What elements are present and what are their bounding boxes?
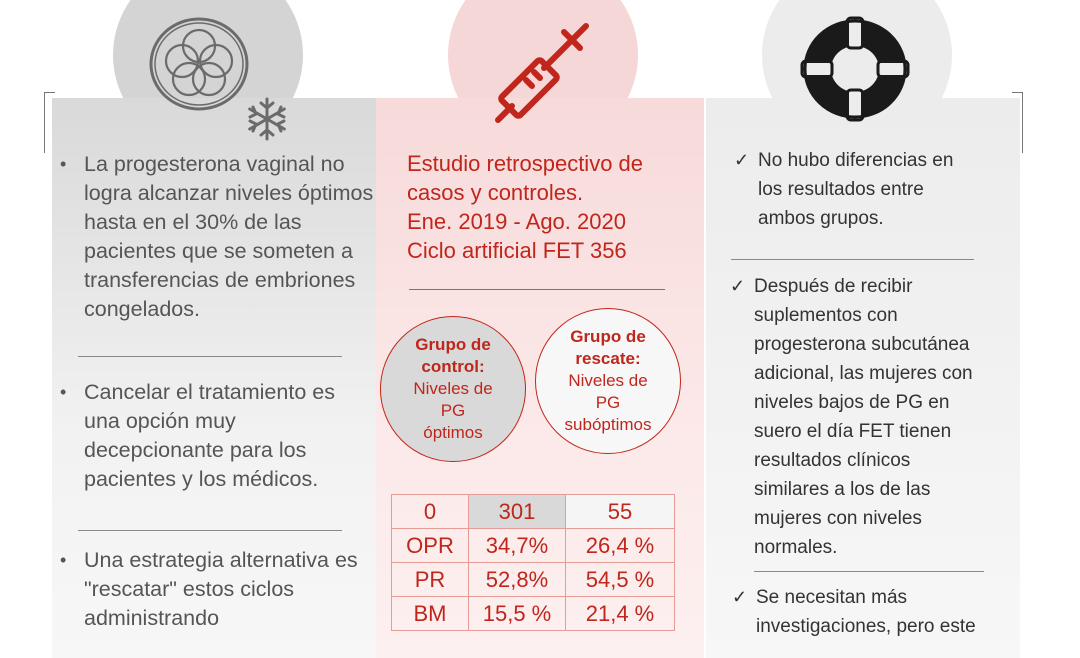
- rescue-title-1: Grupo de: [570, 327, 646, 346]
- table-row: BM 15,5 % 21,4 %: [391, 596, 675, 631]
- item-line: suero el día FET tienen: [754, 421, 952, 442]
- item-line: ambos grupos.: [758, 208, 884, 229]
- study-line-3: Ene. 2019 - Ago. 2020: [407, 209, 626, 234]
- left-bullet-1: • La progesterona vaginal no logra alcan…: [60, 150, 373, 330]
- right-panel: [706, 98, 1020, 658]
- results-table: 0 301 55 OPR 34,7% 26,4 % PR 52,8% 54,5 …: [391, 494, 675, 631]
- bullet-dot: •: [60, 550, 67, 570]
- item-line: niveles bajos de PG en: [754, 392, 950, 413]
- left-divider-1: [78, 356, 342, 357]
- control-desc-2: PG: [440, 401, 466, 420]
- syringe-icon: [492, 20, 592, 126]
- rescue-desc-3: subóptimos: [564, 415, 652, 434]
- table-cell: PR: [391, 562, 469, 597]
- bullet-text: Una estrategia alternativa es "rescatar"…: [84, 548, 358, 630]
- control-title-1: Grupo de: [415, 335, 491, 354]
- item-line: Se necesitan más: [756, 587, 908, 608]
- table-cell: 15,5 %: [468, 596, 566, 631]
- table-cell: OPR: [391, 528, 469, 563]
- right-item-3: ✓ Se necesitan más investigaciones, pero…: [732, 583, 1012, 642]
- control-desc-1: Niveles de: [413, 379, 493, 398]
- left-bracket: [44, 92, 55, 153]
- right-divider-2: [754, 571, 984, 572]
- right-divider-1: [731, 259, 974, 260]
- check-icon: ✓: [734, 150, 750, 170]
- table-row: OPR 34,7% 26,4 %: [391, 528, 675, 563]
- bullet-text: La progesterona vaginal no logra alcanza…: [84, 152, 374, 321]
- item-line: progesterona subcutánea: [754, 334, 970, 355]
- item-line: los resultados entre: [758, 179, 924, 200]
- check-icon: ✓: [730, 276, 746, 296]
- table-cell: 0: [391, 494, 469, 529]
- left-divider-2: [78, 530, 342, 531]
- middle-divider: [409, 289, 665, 290]
- study-line-2: casos y controles.: [407, 180, 584, 205]
- item-line: adicional, las mujeres con: [754, 363, 973, 384]
- bullet-text: Cancelar el tratamiento es una opción mu…: [84, 380, 335, 491]
- left-bullet-2: • Cancelar el tratamiento es una opción …: [60, 378, 372, 498]
- item-line: mujeres con niveles: [754, 508, 922, 529]
- item-line: suplementos con: [754, 305, 898, 326]
- control-group-circle: Grupo de control: Niveles de PG óptimos: [380, 316, 526, 462]
- rescue-desc-1: Niveles de: [568, 371, 648, 390]
- rescue-desc-2: PG: [595, 393, 621, 412]
- right-bracket: [1012, 92, 1023, 153]
- snowflake-icon: [244, 96, 290, 142]
- bullet-dot: •: [60, 154, 67, 174]
- lifebuoy-icon: [800, 16, 910, 122]
- study-line-4: Ciclo artificial FET 356: [407, 238, 627, 263]
- item-line: Después de recibir: [754, 276, 913, 297]
- embryo-cells-icon: [148, 16, 250, 112]
- study-description: Estudio retrospectivo de casos y control…: [407, 149, 697, 265]
- item-line: investigaciones, pero este: [756, 616, 976, 637]
- check-icon: ✓: [732, 587, 748, 607]
- study-line-1: Estudio retrospectivo de: [407, 151, 644, 176]
- table-row: PR 52,8% 54,5 %: [391, 562, 675, 597]
- table-cell: 34,7%: [468, 528, 566, 563]
- item-line: No hubo diferencias en: [758, 150, 954, 171]
- table-cell: 21,4 %: [565, 596, 675, 631]
- left-panel: [52, 98, 376, 658]
- table-cell: 26,4 %: [565, 528, 675, 563]
- rescue-title-2: rescate:: [575, 349, 641, 368]
- left-bullet-3: • Una estrategia alternativa es "rescata…: [60, 546, 372, 642]
- table-row: 0 301 55: [391, 494, 675, 529]
- bullet-dot: •: [60, 382, 67, 402]
- table-cell: 55: [565, 494, 675, 529]
- control-title-2: control:: [421, 357, 485, 376]
- item-line: resultados clínicos: [754, 450, 911, 471]
- control-desc-3: óptimos: [423, 423, 483, 442]
- table-cell: 301: [468, 494, 566, 529]
- table-cell: 54,5 %: [565, 562, 675, 597]
- item-line: similares a los de las: [754, 479, 931, 500]
- table-cell: BM: [391, 596, 469, 631]
- item-line: normales.: [754, 537, 838, 558]
- rescue-group-circle: Grupo de rescate: Niveles de PG subóptim…: [535, 308, 681, 454]
- table-cell: 52,8%: [468, 562, 566, 597]
